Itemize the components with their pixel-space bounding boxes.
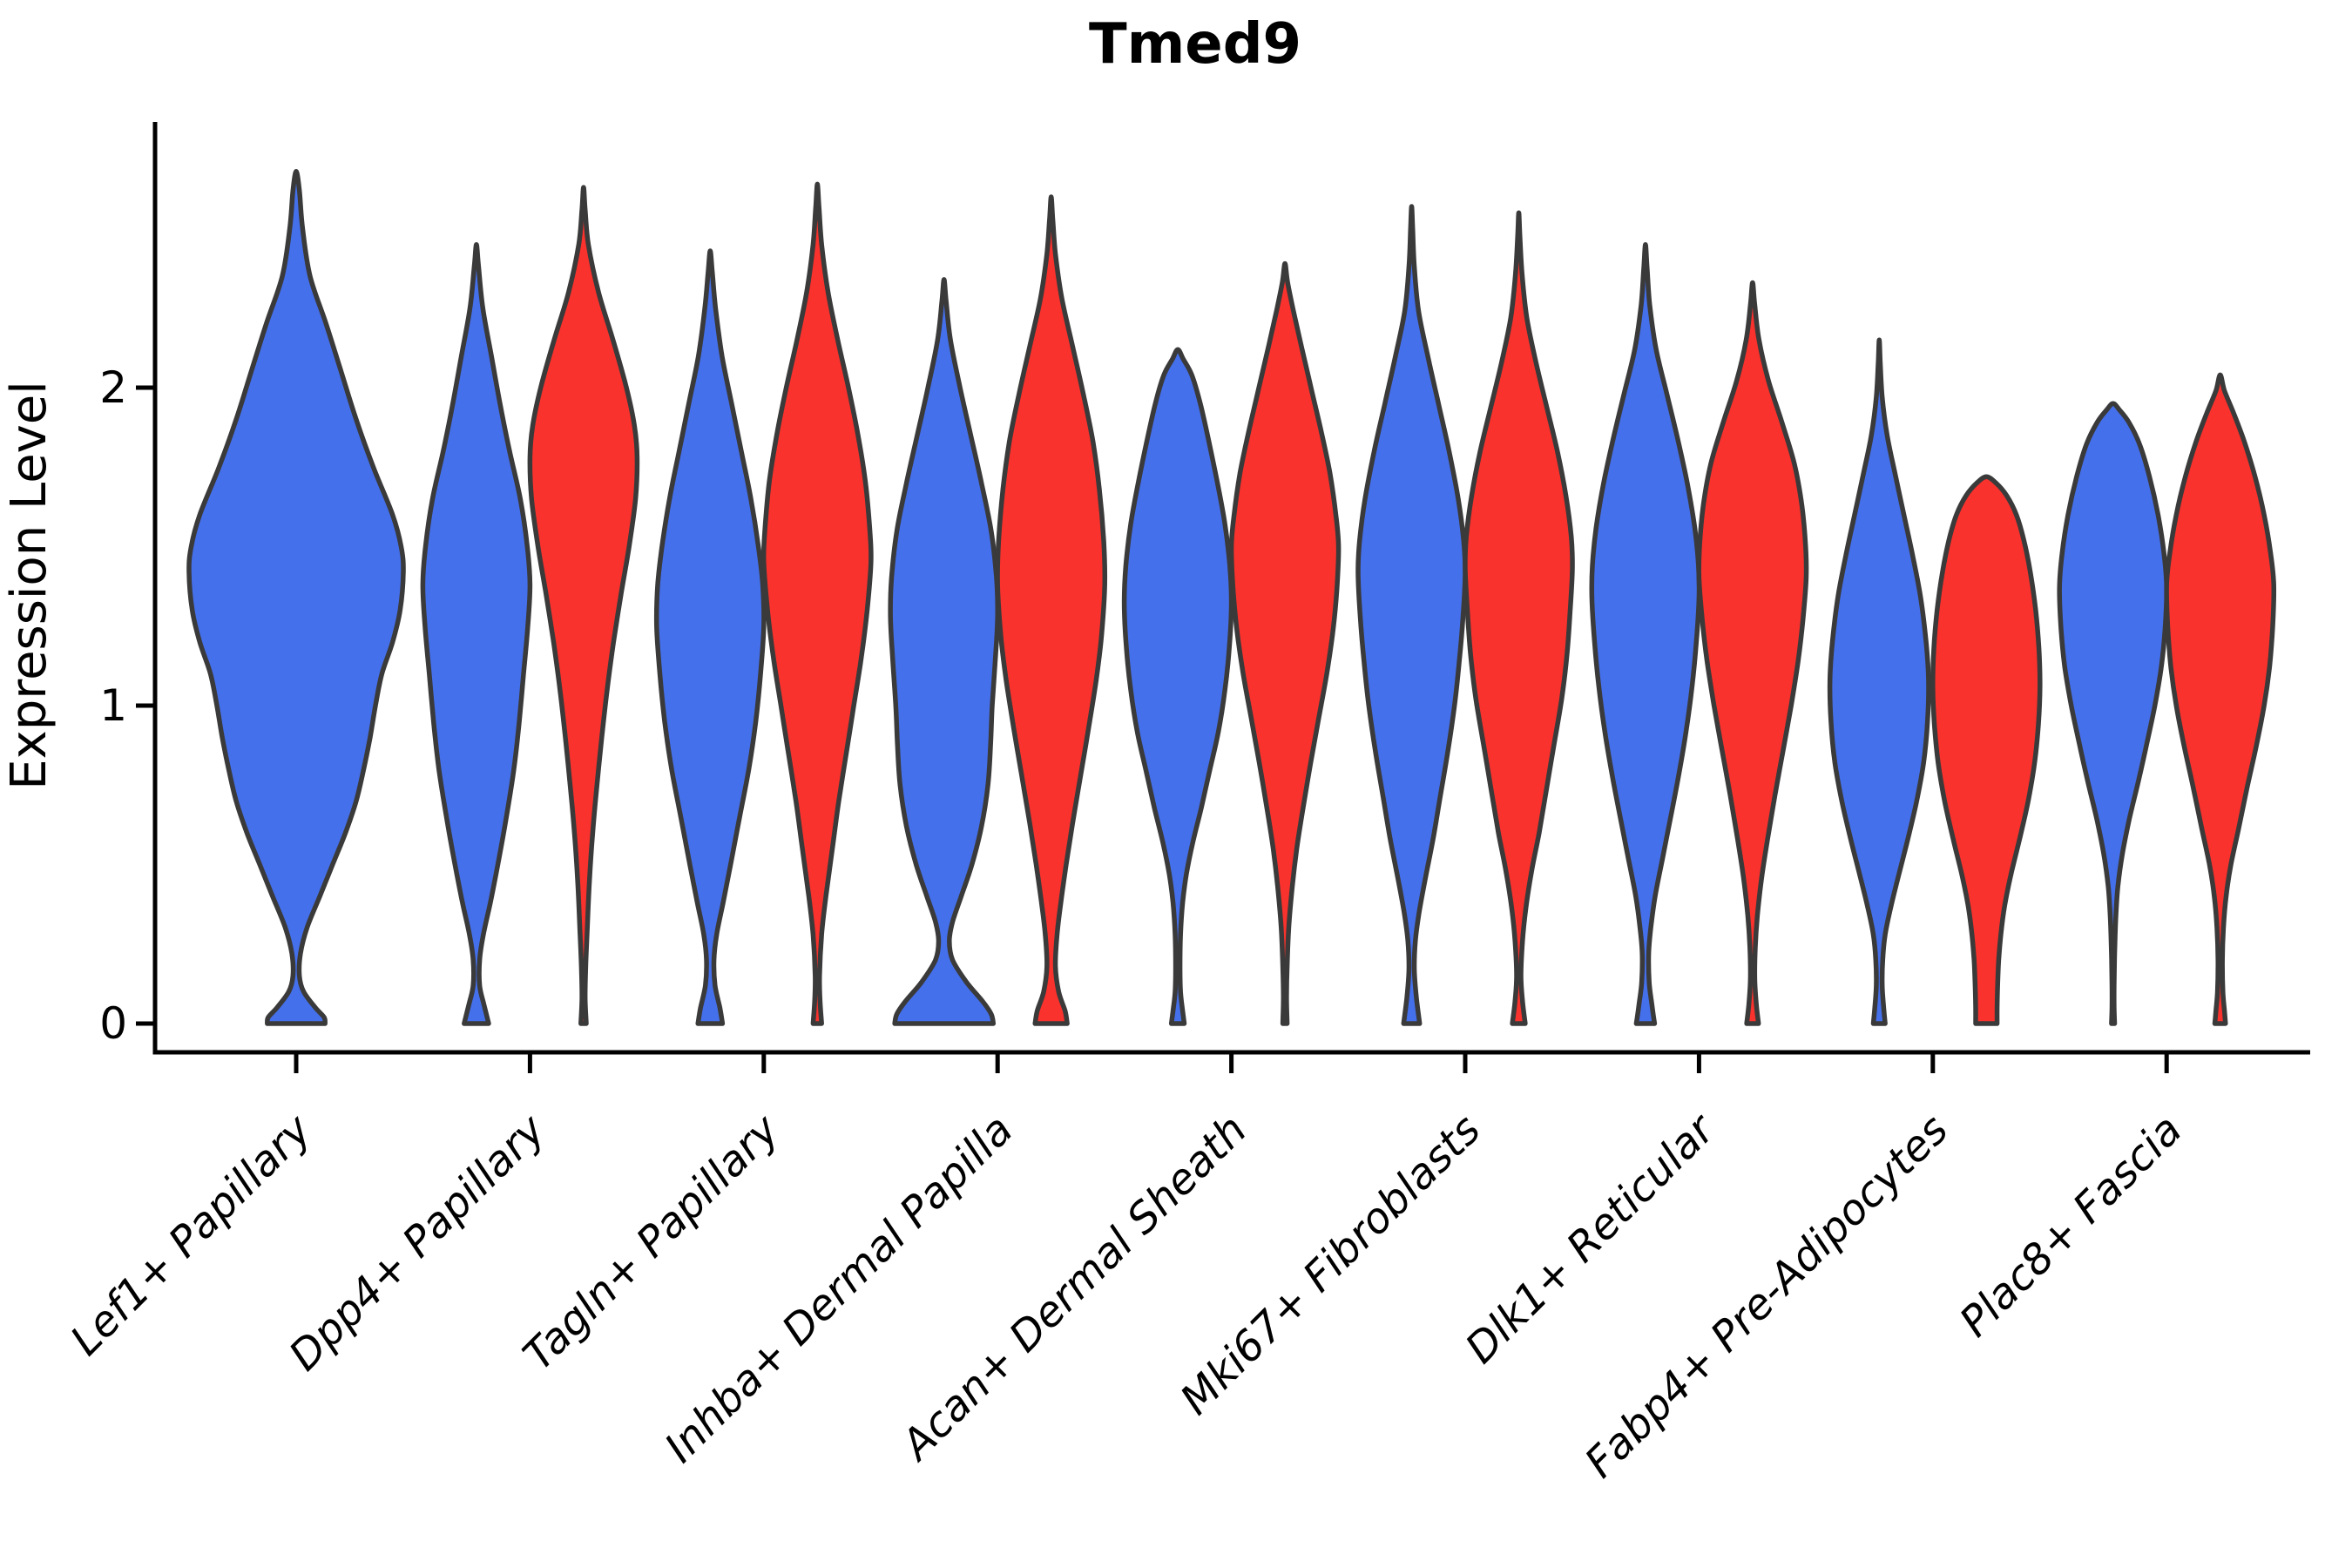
violin-8-b bbox=[2164, 372, 2277, 1026]
violin-6-a bbox=[1589, 241, 1702, 1026]
violin-8-a bbox=[2057, 401, 2169, 1026]
y-tick-label: 0 bbox=[99, 998, 127, 1049]
violin-0-a bbox=[186, 169, 406, 1026]
violin-4-a bbox=[1121, 347, 1234, 1026]
violin-5-b bbox=[1463, 210, 1575, 1026]
violin-7-b bbox=[1930, 474, 2043, 1026]
violin-7-a bbox=[1827, 337, 1931, 1026]
chart-title: Tmed9 bbox=[1089, 12, 1301, 77]
violin-3-a bbox=[888, 277, 1001, 1026]
violin-4-b bbox=[1228, 260, 1342, 1026]
violin-2-a bbox=[653, 248, 767, 1026]
violin-3-b bbox=[995, 194, 1108, 1026]
y-tick-label: 1 bbox=[99, 680, 127, 731]
violins-layer bbox=[186, 169, 2277, 1026]
violin-1-a bbox=[420, 241, 533, 1026]
violin-5-a bbox=[1355, 204, 1468, 1026]
y-tick-label: 2 bbox=[99, 362, 127, 413]
violin-6-b bbox=[1696, 280, 1809, 1026]
violin-2-b bbox=[760, 181, 874, 1026]
y-axis-label: Expression Level bbox=[1, 381, 57, 790]
violin-1-b bbox=[527, 185, 640, 1026]
